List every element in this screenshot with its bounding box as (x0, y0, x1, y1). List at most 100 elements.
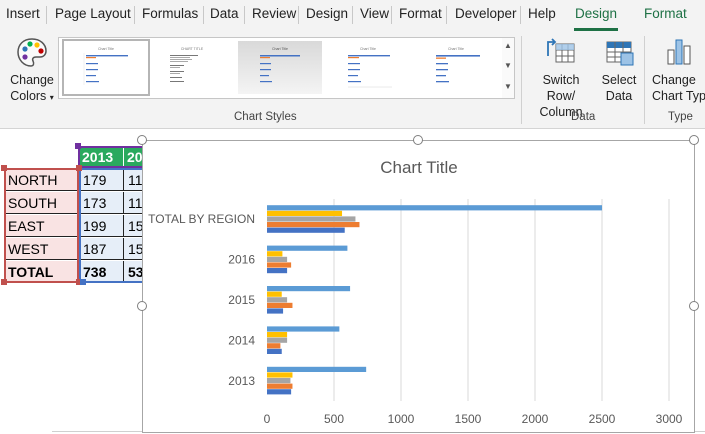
chart-styles-group-label: Chart Styles (234, 111, 297, 123)
category-label: TOTAL BY REGION (148, 212, 255, 226)
active-tab-indicator (574, 28, 618, 31)
value-cell[interactable]: 187 (79, 238, 124, 260)
header-cell-2014[interactable]: 20 (124, 147, 145, 168)
switch-row-column-label-1: Switch Row/ (542, 73, 580, 103)
bar-total-by-region-series-3[interactable] (267, 216, 356, 222)
tab-view[interactable]: View (360, 6, 390, 21)
bar-2016-series-1[interactable] (267, 268, 288, 274)
bar-2013-series-3[interactable] (267, 378, 291, 384)
bar-chart[interactable]: Chart Title 2013 2014 2015 2016 TOTAL BY REG… (142, 140, 695, 433)
bar-total-by-region-series-5[interactable] (267, 205, 602, 211)
gallery-up-icon[interactable]: ▲ (504, 41, 512, 50)
value-cell[interactable]: 173 (79, 192, 124, 214)
category-label: 2014 (228, 333, 255, 347)
tab-insert[interactable]: Insert (6, 6, 40, 21)
tab-formulas[interactable]: Formulas (142, 6, 199, 21)
bar-2014-series-3[interactable] (267, 337, 288, 343)
region-cell-total[interactable]: TOTAL (5, 261, 78, 283)
chart-style-3-preview: Chart Title (260, 47, 300, 83)
chart-style-thumb-5[interactable]: Chart Title (414, 41, 498, 94)
value-cell[interactable]: 15 (124, 215, 145, 237)
change-colors-button[interactable]: Change Colors ▾ (8, 36, 56, 106)
gallery-down-icon[interactable]: ▼ (504, 61, 512, 70)
group-separator (521, 36, 522, 124)
tab-format-page[interactable]: Format (399, 6, 442, 21)
bar-2014-series-1[interactable] (267, 348, 282, 354)
chart-title[interactable]: Chart Title (380, 158, 457, 177)
select-data-label-2: Data (605, 89, 633, 103)
chart-resize-handle[interactable] (689, 135, 699, 145)
category-label: 2016 (228, 253, 255, 267)
gallery-scrollbar[interactable]: ▲ ▼ ▼ (502, 37, 515, 99)
tab-design-page[interactable]: Design (306, 6, 349, 21)
range-handle[interactable] (75, 143, 81, 149)
value-cell[interactable]: 11 (124, 192, 145, 214)
select-data-button[interactable]: Select Data (598, 36, 640, 106)
chart-resize-handle[interactable] (689, 301, 699, 311)
chart-style-thumb-3[interactable]: Chart Title (238, 41, 322, 94)
range-handle[interactable] (76, 165, 82, 171)
tab-page-layout[interactable]: Page Layout (55, 6, 131, 21)
range-handle[interactable] (80, 279, 86, 285)
bar-2014-series-5[interactable] (267, 326, 340, 332)
range-handle[interactable] (1, 279, 7, 285)
bar-total-by-region-series-2[interactable] (267, 222, 360, 228)
x-tick-label: 0 (264, 412, 271, 426)
value-cell[interactable]: 199 (79, 215, 124, 237)
bar-2016-series-2[interactable] (267, 262, 292, 268)
x-tick-label: 500 (324, 412, 344, 426)
bar-2015-series-2[interactable] (267, 302, 293, 308)
tab-help[interactable]: Help (528, 6, 556, 21)
bar-2015-series-3[interactable] (267, 297, 288, 303)
ribbon-tab-bar: Insert Page Layout Formulas Data Review … (0, 0, 705, 32)
region-cell-north[interactable]: NORTH (5, 169, 78, 191)
tab-review[interactable]: Review (252, 6, 297, 21)
tab-separator (134, 6, 135, 24)
ribbon: Change Colors ▾ Chart Title CHART TITLE (0, 32, 705, 129)
bar-2015-series-1[interactable] (267, 308, 284, 314)
bar-2013-series-5[interactable] (267, 366, 367, 372)
x-tick-label: 3000 (656, 412, 683, 426)
tab-separator (46, 6, 47, 24)
chart-style-thumb-1[interactable]: Chart Title (62, 39, 150, 96)
tab-separator (298, 6, 299, 24)
x-tick-label: 1000 (388, 412, 415, 426)
chart-styles-gallery[interactable]: Chart Title CHART TITLE (58, 37, 504, 99)
chart-resize-handle[interactable] (137, 301, 147, 311)
bar-2013-series-4[interactable] (267, 372, 293, 378)
region-cell-south[interactable]: SOUTH (5, 192, 78, 214)
range-handle[interactable] (1, 165, 7, 171)
bar-2014-series-4[interactable] (267, 332, 288, 338)
region-cell-east[interactable]: EAST (5, 215, 78, 237)
gallery-more-icon[interactable]: ▼ (504, 82, 512, 91)
bar-total-by-region-series-1[interactable] (267, 227, 345, 233)
value-cell[interactable]: 179 (79, 169, 124, 191)
change-chart-type-label-1: Change (652, 73, 696, 87)
bar-2014-series-2[interactable] (267, 343, 281, 349)
switch-row-column-button[interactable]: Switch Row/ Column (527, 36, 595, 119)
tab-chart-format[interactable]: Format (644, 6, 687, 21)
bar-2013-series-2[interactable] (267, 383, 293, 389)
tab-separator (520, 6, 521, 24)
bar-2016-series-5[interactable] (267, 245, 348, 251)
tab-data[interactable]: Data (210, 6, 239, 21)
bar-2016-series-4[interactable] (267, 251, 283, 257)
change-chart-type-button[interactable]: Change Chart Type (648, 36, 705, 106)
chart-style-thumb-4[interactable]: Chart Title (326, 41, 410, 94)
header-cell-2013[interactable]: 2013 (79, 147, 124, 168)
chart-resize-handle[interactable] (137, 135, 147, 145)
bar-2015-series-4[interactable] (267, 291, 282, 297)
region-cell-west[interactable]: WEST (5, 238, 78, 260)
bar-2013-series-1[interactable] (267, 389, 292, 395)
value-cell[interactable]: 15 (124, 238, 145, 260)
chart-style-thumb-2[interactable]: CHART TITLE (150, 41, 234, 94)
bar-2015-series-5[interactable] (267, 286, 351, 292)
bar-2016-series-3[interactable] (267, 256, 288, 262)
tab-developer[interactable]: Developer (455, 6, 517, 21)
range-handle[interactable] (76, 279, 82, 285)
switch-row-column-label-2: Column (539, 105, 583, 119)
bar-total-by-region-series-4[interactable] (267, 210, 343, 216)
tab-chart-design[interactable]: Design (575, 6, 618, 21)
chart-style-2-preview: CHART TITLE (170, 47, 204, 82)
chart-resize-handle[interactable] (413, 135, 423, 145)
